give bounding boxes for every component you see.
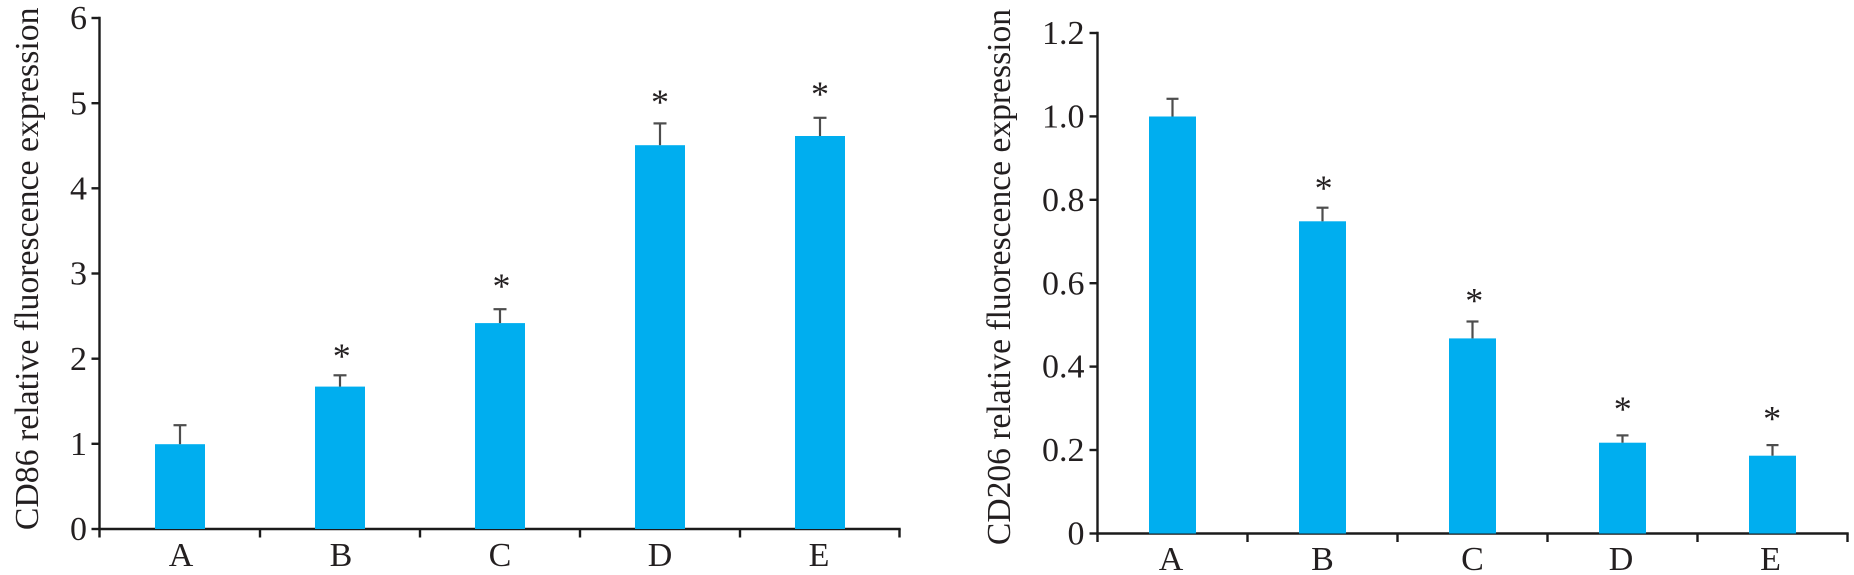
- svg-text:C: C: [1461, 541, 1484, 575]
- svg-text:*: *: [1315, 168, 1333, 208]
- svg-text:1.0: 1.0: [1042, 99, 1085, 136]
- svg-text:*: *: [811, 74, 829, 114]
- svg-text:*: *: [493, 266, 511, 306]
- svg-text:*: *: [333, 336, 351, 376]
- svg-text:1: 1: [70, 426, 87, 463]
- svg-text:*: *: [651, 82, 669, 122]
- svg-text:E: E: [1760, 541, 1781, 575]
- svg-text:1.2: 1.2: [1042, 15, 1085, 52]
- svg-text:A: A: [1159, 541, 1184, 575]
- svg-text:6: 6: [70, 0, 87, 37]
- svg-text:0: 0: [1068, 516, 1085, 553]
- svg-text:0.2: 0.2: [1042, 432, 1085, 469]
- svg-text:A: A: [169, 537, 194, 574]
- svg-text:0: 0: [70, 511, 87, 548]
- svg-text:*: *: [1614, 389, 1632, 429]
- svg-text:0.6: 0.6: [1042, 265, 1085, 302]
- svg-text:B: B: [1311, 541, 1334, 575]
- svg-text:D: D: [648, 537, 673, 574]
- svg-text:D: D: [1609, 541, 1634, 575]
- svg-text:CD86 relative fluorescence exp: CD86 relative fluorescence expression: [9, 7, 46, 530]
- svg-text:C: C: [489, 537, 512, 574]
- svg-text:B: B: [330, 537, 353, 574]
- svg-text:CD206 relative fluorescence ex: CD206 relative fluorescence expression: [981, 9, 1018, 545]
- svg-text:0.4: 0.4: [1042, 349, 1085, 386]
- svg-text:3: 3: [70, 256, 87, 293]
- svg-text:4: 4: [70, 170, 87, 207]
- svg-text:2: 2: [70, 341, 87, 378]
- svg-text:5: 5: [70, 85, 87, 122]
- svg-text:0.8: 0.8: [1042, 182, 1085, 219]
- svg-text:E: E: [809, 537, 830, 574]
- svg-text:*: *: [1763, 399, 1781, 439]
- svg-text:*: *: [1465, 280, 1483, 320]
